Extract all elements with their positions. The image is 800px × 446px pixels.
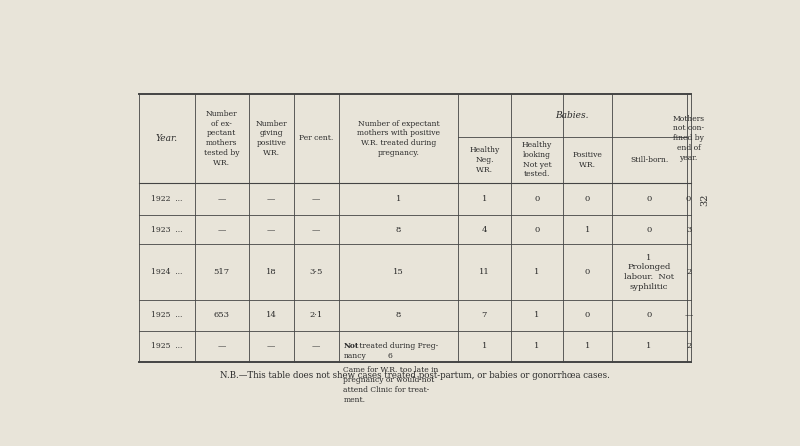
Text: 0: 0 — [534, 195, 540, 203]
Text: 0: 0 — [646, 311, 652, 319]
Text: 0: 0 — [686, 195, 691, 203]
Text: 0: 0 — [585, 195, 590, 203]
Text: 15: 15 — [393, 268, 404, 276]
Text: 1: 1 — [482, 342, 487, 350]
Text: 1922  ...: 1922 ... — [151, 195, 182, 203]
Text: 1: 1 — [482, 195, 487, 203]
Text: 1: 1 — [534, 268, 540, 276]
Text: Healthy
looking
Not yet
tested.: Healthy looking Not yet tested. — [522, 141, 552, 178]
Text: 1: 1 — [646, 342, 652, 350]
Text: —: — — [312, 342, 321, 350]
Text: Healthy
Neg.
W.R.: Healthy Neg. W.R. — [470, 146, 499, 173]
Text: 8: 8 — [396, 311, 401, 319]
Text: 32: 32 — [700, 194, 709, 206]
Text: 3·5: 3·5 — [310, 268, 323, 276]
Text: nancy: nancy — [343, 351, 366, 359]
Text: 8: 8 — [396, 226, 401, 234]
Text: Mothers
not con-
fined by
end of
year.: Mothers not con- fined by end of year. — [673, 115, 705, 162]
Text: 1: 1 — [396, 195, 401, 203]
Text: —: — — [267, 226, 275, 234]
Text: 1: 1 — [585, 226, 590, 234]
Text: —: — — [312, 195, 321, 203]
Text: 14: 14 — [266, 311, 277, 319]
Text: pregnancy or would not: pregnancy or would not — [343, 376, 434, 384]
Text: Positive
W.R.: Positive W.R. — [573, 151, 602, 169]
Text: 2: 2 — [686, 342, 691, 350]
Text: 653: 653 — [214, 311, 230, 319]
Text: 517: 517 — [214, 268, 230, 276]
Text: 2: 2 — [686, 268, 691, 276]
Text: 0: 0 — [646, 195, 652, 203]
Text: 1925  ...: 1925 ... — [151, 342, 182, 350]
Text: —: — — [218, 342, 226, 350]
Text: —: — — [312, 226, 321, 234]
Text: 11: 11 — [479, 268, 490, 276]
Text: 4: 4 — [482, 226, 487, 234]
Text: 1924  ...: 1924 ... — [151, 268, 182, 276]
Text: Number
giving
positive
W.R.: Number giving positive W.R. — [255, 120, 287, 157]
Text: —: — — [267, 195, 275, 203]
Text: 1
Prolonged
labour.  Not
syphilitic: 1 Prolonged labour. Not syphilitic — [624, 253, 674, 291]
Text: Not: Not — [343, 342, 359, 350]
Text: Number of expectant
mothers with positive
W.R. treated during
pregnancy.: Number of expectant mothers with positiv… — [357, 120, 440, 157]
Text: Babies.: Babies. — [556, 111, 589, 120]
Text: —: — — [685, 311, 693, 319]
Text: 6: 6 — [387, 351, 392, 359]
Text: 1: 1 — [534, 342, 540, 350]
Text: Still-born.: Still-born. — [630, 156, 668, 164]
Text: Year.: Year. — [155, 134, 178, 143]
Text: 18: 18 — [266, 268, 277, 276]
Text: 1925  ...: 1925 ... — [151, 311, 182, 319]
Text: 0: 0 — [585, 268, 590, 276]
Text: 1923  ...: 1923 ... — [151, 226, 182, 234]
Text: —: — — [218, 226, 226, 234]
Text: Number
of ex-
pectant
mothers
tested by
W.R.: Number of ex- pectant mothers tested by … — [204, 110, 239, 167]
Text: —: — — [218, 195, 226, 203]
Text: treated during Preg-: treated during Preg- — [358, 342, 438, 350]
Text: 0: 0 — [534, 226, 540, 234]
Text: 0: 0 — [646, 226, 652, 234]
Text: Came for W.R. too late in: Came for W.R. too late in — [343, 366, 438, 374]
Text: 7: 7 — [482, 311, 487, 319]
Text: 0: 0 — [585, 311, 590, 319]
Text: Per cent.: Per cent. — [299, 134, 334, 142]
Text: 1: 1 — [534, 311, 540, 319]
Text: N.B.—This table does not shew cases treated post-partum, or babies or gonorrhœa : N.B.—This table does not shew cases trea… — [220, 371, 610, 380]
Text: attend Clinic for treat-: attend Clinic for treat- — [343, 386, 430, 394]
Text: ment.: ment. — [343, 396, 366, 404]
Text: 3: 3 — [686, 226, 691, 234]
Text: 2·1: 2·1 — [310, 311, 323, 319]
Text: 1: 1 — [585, 342, 590, 350]
Text: —: — — [267, 342, 275, 350]
